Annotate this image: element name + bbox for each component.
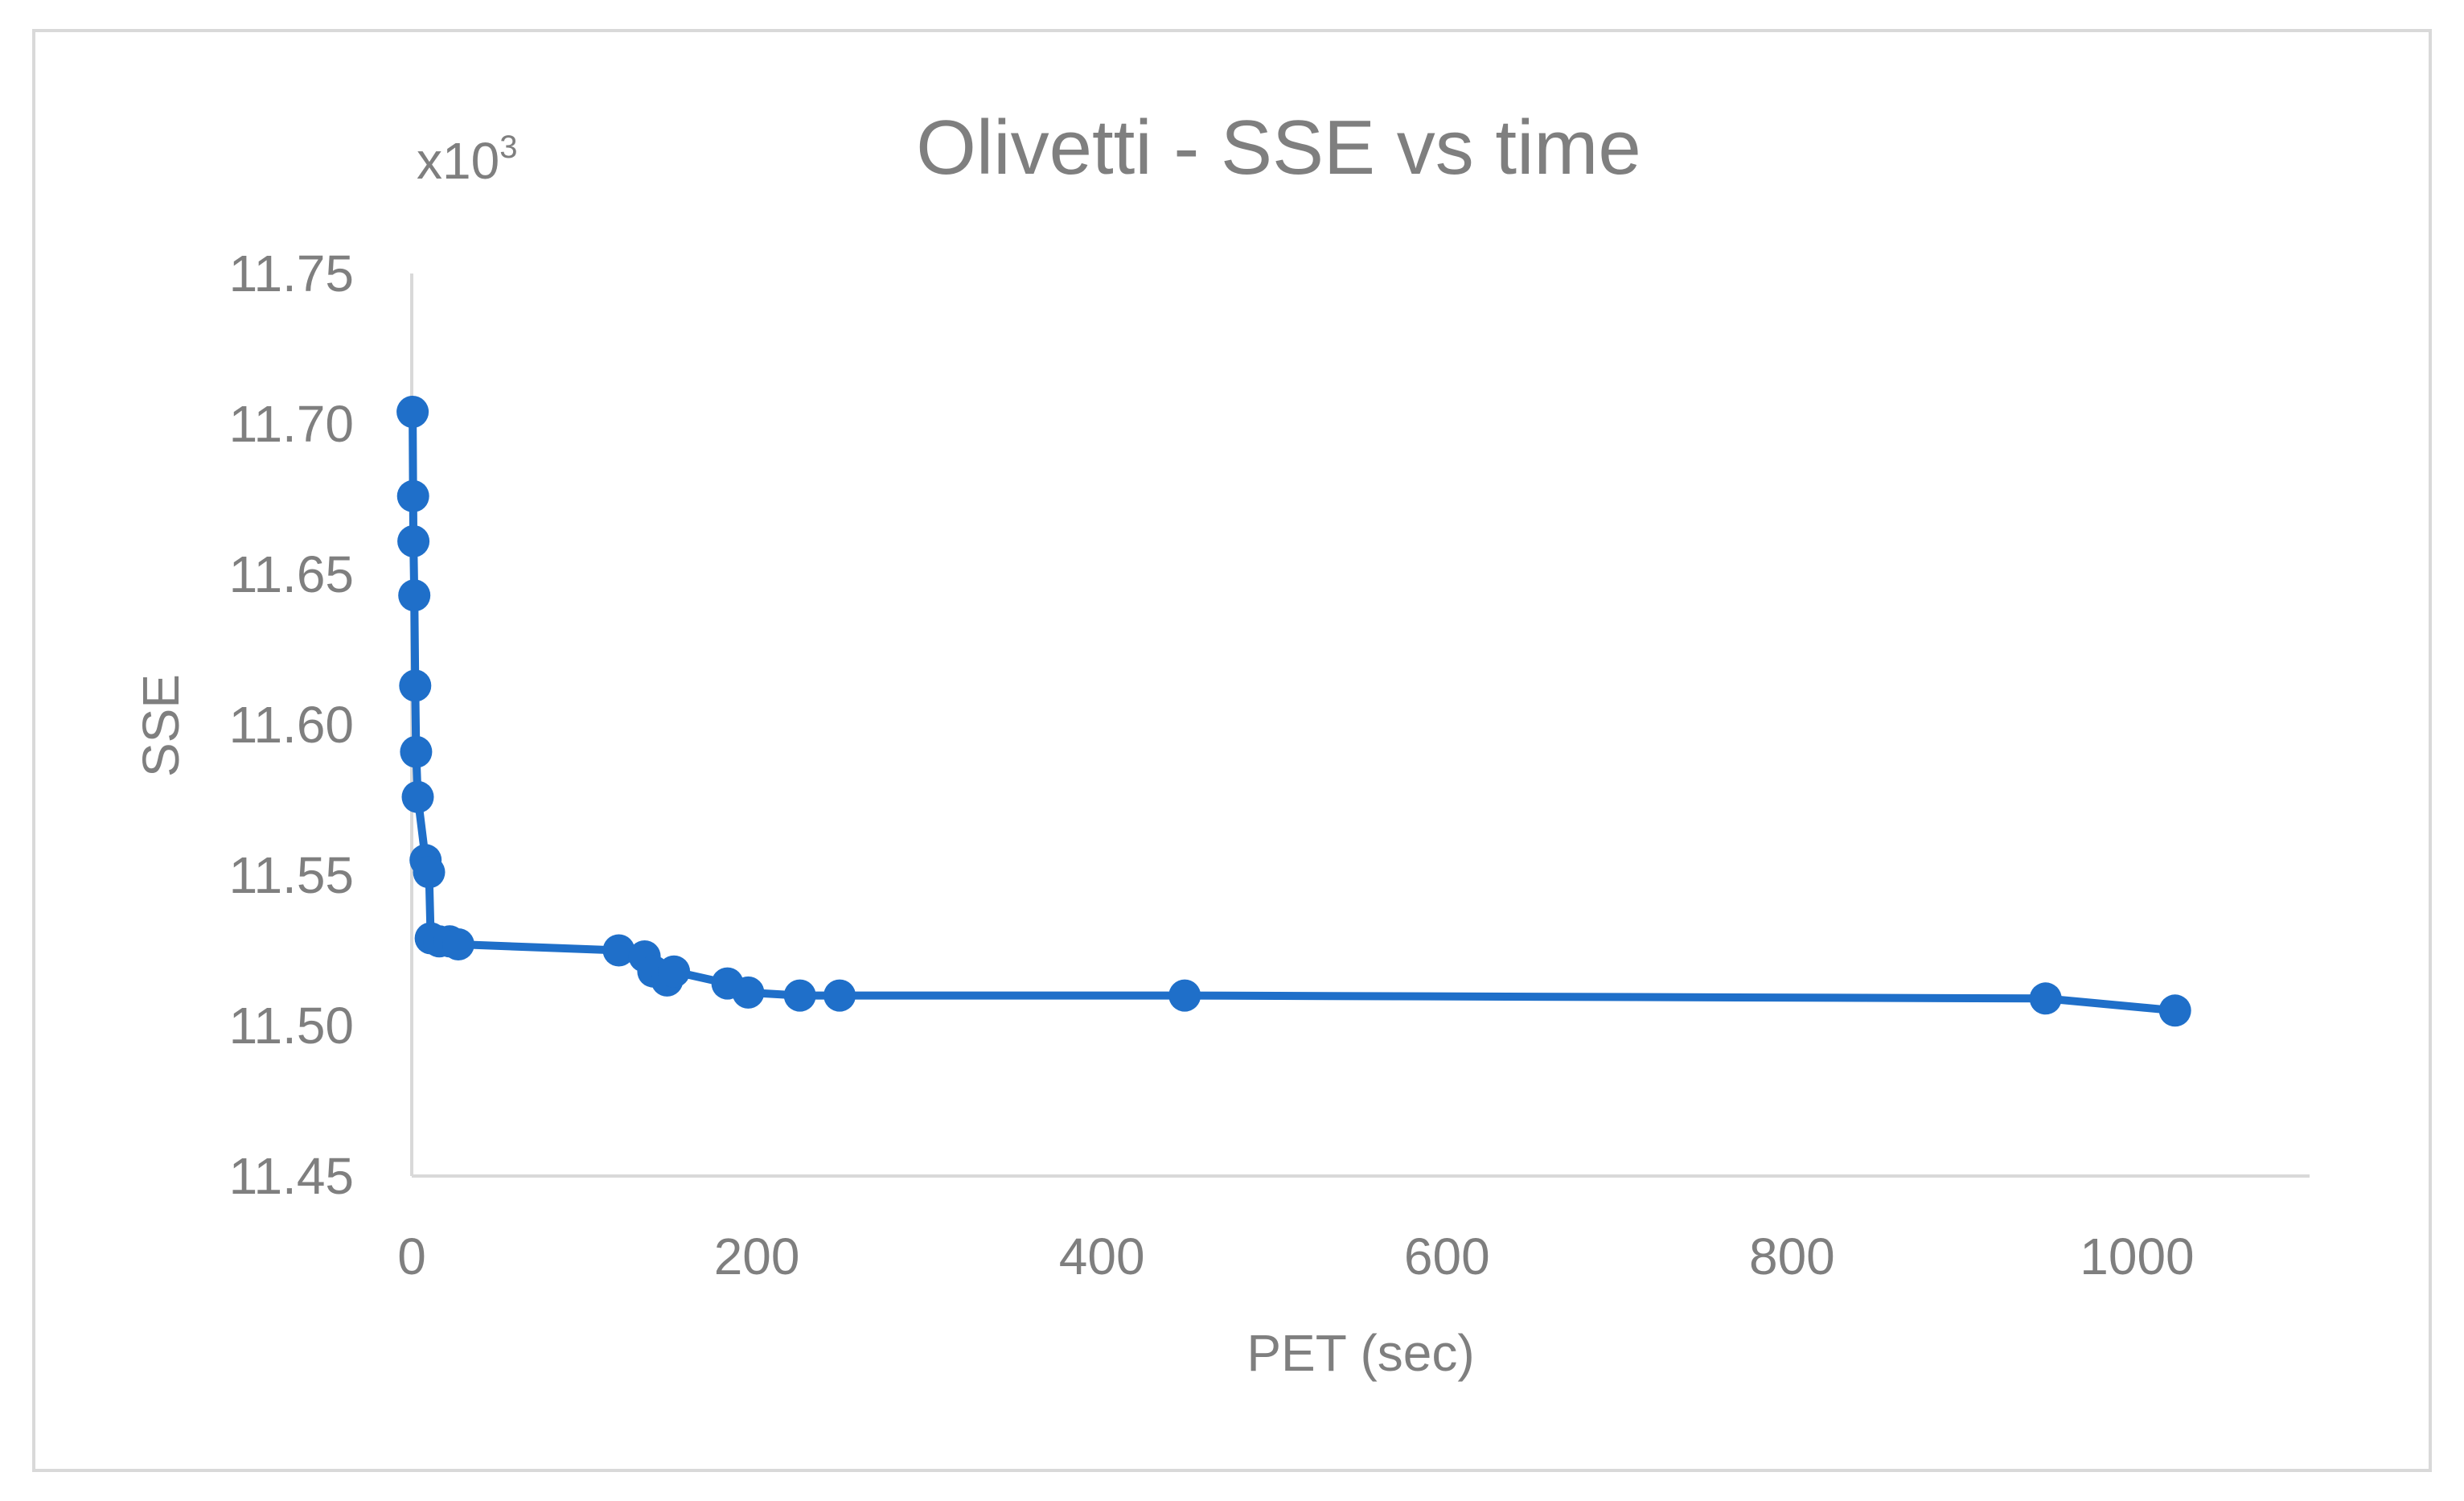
chart-frame	[32, 29, 2432, 1472]
data-point	[732, 976, 765, 1009]
data-point	[783, 979, 816, 1012]
x-tick-label: 1000	[2080, 1228, 2194, 1285]
data-point	[823, 979, 856, 1012]
y-tick-label: 11.70	[229, 395, 354, 453]
data-point	[441, 928, 474, 960]
x-axis-title: PET (sec)	[1246, 1324, 1474, 1382]
data-point	[398, 579, 431, 612]
data-point	[399, 669, 432, 702]
data-point	[396, 396, 429, 428]
chart-title: Olivetti - SSE vs time	[916, 105, 1641, 191]
data-point	[2029, 982, 2062, 1015]
y-tick-label: 11.60	[229, 696, 354, 754]
y-multiplier-exponent: 3	[499, 130, 517, 165]
data-point	[2158, 994, 2191, 1027]
x-tick-label: 400	[1059, 1228, 1145, 1285]
data-point	[396, 479, 429, 512]
x-tick-label: 800	[1749, 1228, 1835, 1285]
data-point	[658, 955, 691, 988]
data-point	[401, 780, 434, 813]
series-layer	[396, 396, 2191, 1027]
series-line	[409, 408, 2179, 1015]
y-multiplier-label: x103	[417, 130, 517, 190]
y-tick-label: 11.65	[229, 545, 354, 603]
y-multiplier-base: x10	[417, 132, 499, 190]
y-tick-label: 11.50	[229, 997, 354, 1055]
data-point	[413, 856, 446, 889]
data-point	[397, 524, 430, 557]
y-tick-label: 11.45	[229, 1147, 354, 1205]
x-tick-labels: 0 200 400 600 800 1000	[397, 1228, 2194, 1285]
data-point	[602, 934, 635, 967]
y-tick-label: 11.75	[229, 245, 354, 302]
x-tick-label: 200	[714, 1228, 800, 1285]
y-tick-labels: 11.45 11.50 11.55 11.60 11.65 11.70 11.75	[229, 245, 354, 1205]
x-tick-label: 0	[397, 1228, 426, 1285]
x-tick-label: 600	[1404, 1228, 1490, 1285]
data-point	[400, 735, 433, 768]
y-tick-label: 11.55	[229, 846, 354, 904]
data-point	[1168, 979, 1201, 1012]
y-axis-title: SSE	[132, 674, 190, 777]
